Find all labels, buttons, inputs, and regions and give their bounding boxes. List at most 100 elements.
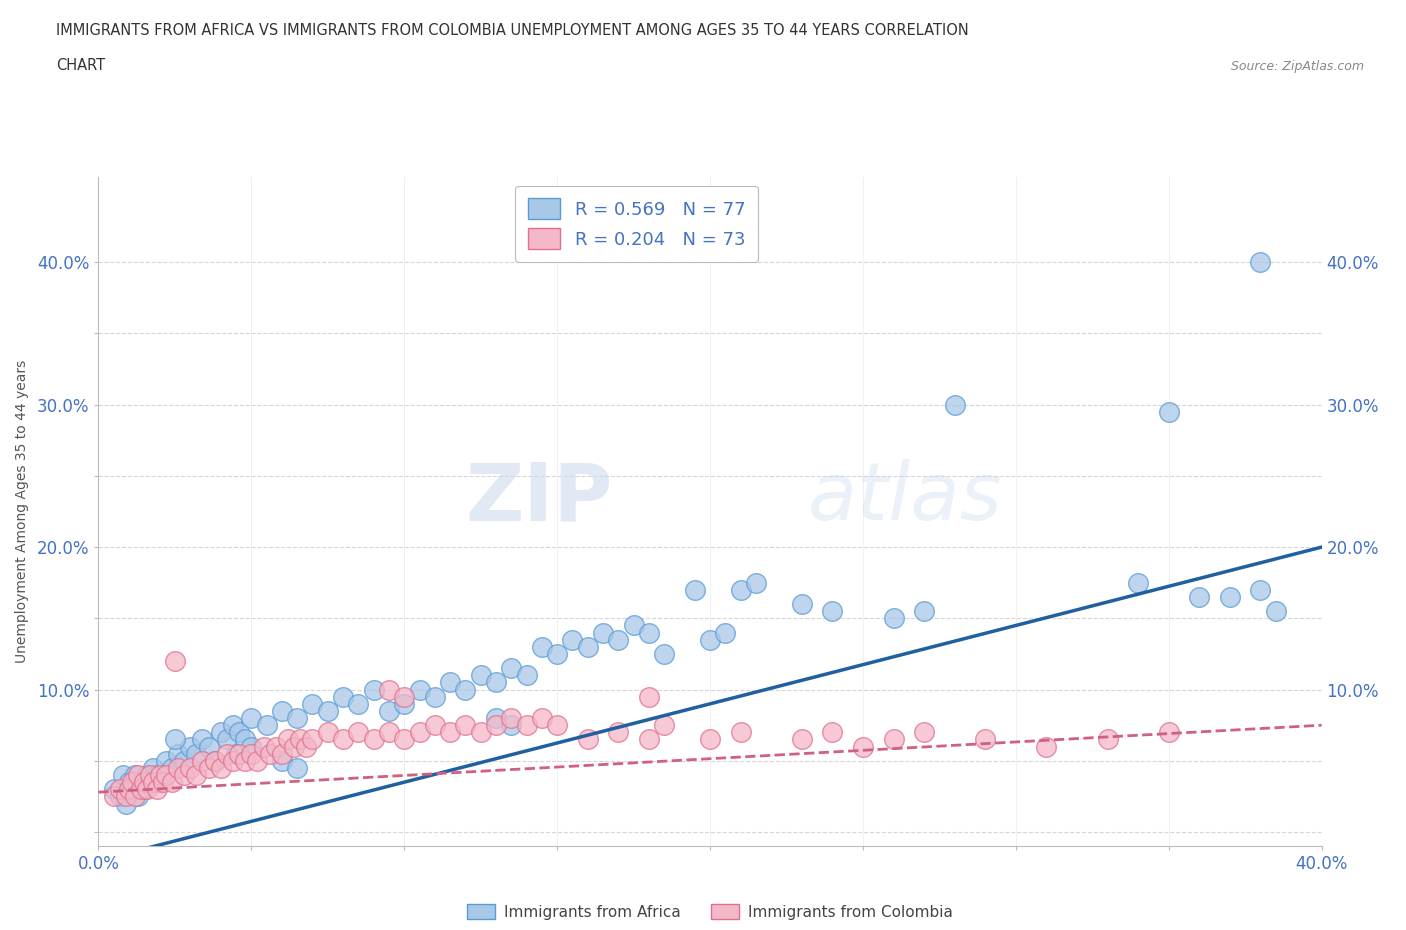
Point (1219, 590, 1241, 604)
Point (215, 746, 238, 761)
Point (173, 753, 195, 768)
Point (1249, 255, 1271, 270)
Point (233, 732, 256, 747)
Point (163, 654, 186, 669)
Point (392, 689, 416, 704)
Point (652, 718, 675, 733)
Point (1264, 604, 1286, 618)
Point (607, 632, 630, 647)
Point (204, 753, 226, 768)
Point (115, 796, 138, 811)
Point (259, 746, 281, 761)
Text: atlas: atlas (808, 459, 1002, 538)
Point (179, 761, 201, 776)
Point (204, 753, 226, 768)
Point (363, 732, 385, 747)
Point (285, 711, 308, 725)
Text: IMMIGRANTS FROM AFRICA VS IMMIGRANTS FROM COLOMBIA UNEMPLOYMENT AMONG AGES 35 TO: IMMIGRANTS FROM AFRICA VS IMMIGRANTS FRO… (56, 23, 969, 38)
Point (277, 732, 299, 747)
Point (378, 703, 401, 718)
Point (127, 789, 149, 804)
Point (637, 732, 661, 747)
Point (103, 789, 125, 804)
Point (129, 782, 152, 797)
Point (209, 761, 232, 776)
Point (332, 732, 354, 747)
Point (1128, 576, 1150, 591)
Point (378, 682, 401, 697)
Point (790, 597, 813, 612)
Point (714, 625, 737, 640)
Point (592, 625, 614, 640)
Point (485, 711, 508, 725)
Point (485, 675, 508, 690)
Point (745, 576, 768, 591)
Point (240, 746, 263, 761)
Point (347, 724, 370, 739)
Point (134, 782, 156, 797)
Point (173, 767, 195, 782)
Point (142, 775, 165, 790)
Point (155, 753, 177, 768)
Point (142, 761, 165, 776)
Point (683, 582, 706, 597)
Point (501, 718, 523, 733)
Point (160, 775, 183, 790)
Point (228, 724, 250, 739)
Point (103, 782, 125, 797)
Point (852, 739, 875, 754)
Point (149, 767, 172, 782)
Point (167, 761, 190, 776)
Point (145, 782, 167, 797)
Point (285, 761, 308, 776)
Point (270, 753, 292, 768)
Point (256, 718, 278, 733)
Point (209, 724, 232, 739)
Point (363, 682, 385, 697)
Point (699, 732, 721, 747)
Point (139, 767, 162, 782)
Text: ZIP: ZIP (465, 459, 612, 538)
Point (149, 775, 172, 790)
Point (316, 724, 339, 739)
Text: CHART: CHART (56, 58, 105, 73)
Point (546, 718, 568, 733)
Point (392, 697, 416, 711)
Point (408, 724, 430, 739)
Point (883, 732, 905, 747)
Legend: Immigrants from Africa, Immigrants from Colombia: Immigrants from Africa, Immigrants from … (461, 897, 959, 925)
Point (270, 746, 292, 761)
Point (191, 732, 214, 747)
Text: Source: ZipAtlas.com: Source: ZipAtlas.com (1230, 60, 1364, 73)
Point (699, 632, 721, 647)
Point (124, 789, 146, 804)
Point (186, 767, 208, 782)
Point (222, 718, 245, 733)
Point (546, 646, 568, 661)
Point (264, 739, 287, 754)
Point (485, 718, 508, 733)
Point (1249, 582, 1271, 597)
Point (129, 775, 152, 790)
Point (790, 732, 813, 747)
Point (163, 732, 186, 747)
Point (290, 732, 312, 747)
Point (637, 625, 661, 640)
Point (145, 767, 167, 782)
Point (121, 775, 143, 790)
Point (454, 682, 477, 697)
Point (1188, 590, 1211, 604)
Point (152, 775, 174, 790)
Point (155, 767, 177, 782)
Point (283, 739, 305, 754)
Point (623, 618, 645, 633)
Point (301, 697, 323, 711)
Point (561, 632, 583, 647)
Point (191, 753, 214, 768)
Point (730, 582, 752, 597)
Point (439, 724, 461, 739)
Point (167, 746, 190, 761)
Point (530, 640, 553, 655)
Point (270, 703, 292, 718)
Point (516, 718, 538, 733)
